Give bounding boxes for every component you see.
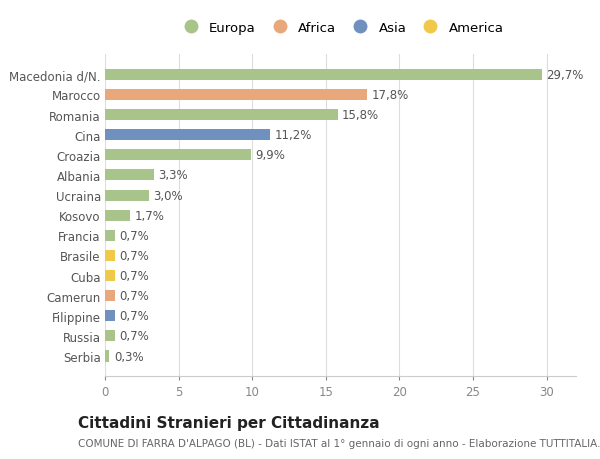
Bar (105, 210, 130, 221)
Text: 9,9%: 9,9% (255, 149, 285, 162)
Text: 3,0%: 3,0% (154, 189, 183, 202)
Text: 11,2%: 11,2% (274, 129, 311, 142)
Text: 15,8%: 15,8% (342, 109, 379, 122)
Text: 17,8%: 17,8% (371, 89, 409, 102)
Bar (105, 130, 270, 141)
Bar (105, 150, 251, 161)
Bar (105, 70, 542, 81)
Text: 0,7%: 0,7% (120, 330, 149, 343)
Bar (105, 110, 338, 121)
Bar (105, 90, 367, 101)
Bar (105, 311, 115, 322)
Text: 0,7%: 0,7% (120, 230, 149, 242)
Text: 1,7%: 1,7% (134, 209, 164, 222)
Bar (105, 170, 154, 181)
Legend: Europa, Africa, Asia, America: Europa, Africa, Asia, America (172, 17, 509, 40)
Text: 0,7%: 0,7% (120, 310, 149, 323)
Text: 0,7%: 0,7% (120, 249, 149, 263)
Bar (105, 330, 115, 341)
Text: 3,3%: 3,3% (158, 169, 188, 182)
Text: 0,7%: 0,7% (120, 269, 149, 282)
Text: 0,3%: 0,3% (114, 350, 143, 363)
Text: 0,7%: 0,7% (120, 290, 149, 302)
Bar (105, 270, 115, 281)
Bar (105, 291, 115, 302)
Bar (105, 250, 115, 262)
Text: Cittadini Stranieri per Cittadinanza: Cittadini Stranieri per Cittadinanza (78, 415, 380, 431)
Bar (105, 230, 115, 241)
Text: 29,7%: 29,7% (547, 69, 584, 82)
Bar (105, 190, 149, 201)
Bar (105, 351, 109, 362)
Text: COMUNE DI FARRA D'ALPAGO (BL) - Dati ISTAT al 1° gennaio di ogni anno - Elaboraz: COMUNE DI FARRA D'ALPAGO (BL) - Dati IST… (78, 438, 600, 448)
